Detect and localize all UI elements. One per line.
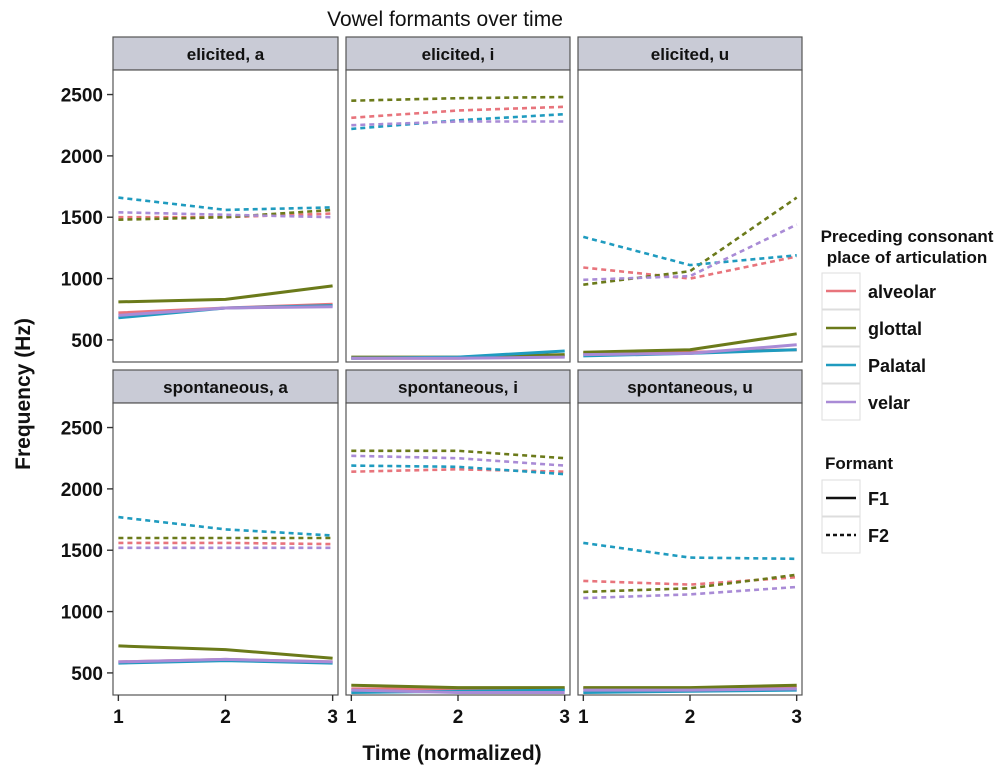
series-line-glottal-f1 [583,332,797,354]
y-tick-label: 2000 [61,147,103,168]
x-tick-label: 3 [327,707,338,728]
facet-label: spontaneous, a [163,378,288,397]
facet-panel: elicited, u [577,36,803,363]
y-tick-label: 500 [71,664,103,685]
legend-label-f2: F2 [868,526,889,546]
series-line-velar-f1 [118,305,333,317]
series-line-glottal-f1 [118,644,333,660]
legend-label-f1: F1 [868,489,889,509]
linetype-legend-title: Formant [825,454,893,473]
facet-panel: spontaneous, u [577,369,803,696]
facet-panel: spontaneous, a [112,369,339,696]
series-line-glottal-f1 [118,284,333,304]
ticks-layer: 500 1000 1500 2000 2500 1 2 3 500 1000 1500 2000 250… [61,86,802,728]
facet-strip [577,36,803,71]
color-legend-keys: alveolar glottal Palatal velar [821,272,936,421]
facet-label: spontaneous, u [627,378,753,397]
x-tick-label: 3 [791,707,802,728]
facet-panel: elicited, i [345,36,571,363]
color-legend-title-line2: place of articulation [827,248,988,267]
legend-label-palatal: Palatal [868,356,926,376]
x-axis-title: Time (normalized) [362,742,541,765]
y-tick-label: 2500 [61,419,103,440]
x-tick-label: 2 [453,707,464,728]
plot-area [345,69,571,363]
facet-strip [345,36,571,71]
x-tick-label: 1 [578,707,589,728]
facet-strip [112,36,339,71]
y-tick-label: 2000 [61,480,103,501]
y-axis-title: Frequency (Hz) [12,318,35,470]
series-line-glottal-f1 [351,683,565,690]
facet-strip [345,369,571,404]
x-tick-label: 1 [113,707,124,728]
series-line-glottal-f1 [583,683,797,690]
chart-title: Vowel formants over time [327,8,563,31]
linetype-legend-keys: F1 F2 [821,479,889,554]
y-tick-label: 1500 [61,208,103,229]
series-line-velar-f1 [118,657,333,664]
x-tick-label: 2 [685,707,696,728]
y-tick-label: 1000 [61,603,103,624]
series-line-velar-f1 [351,688,565,694]
facet-strip [577,369,803,404]
y-tick-label: 500 [71,331,103,352]
y-tick-label: 1000 [61,270,103,291]
facet-panel: spontaneous, i [345,369,571,696]
facet-label: elicited, a [187,45,265,64]
x-tick-label: 2 [220,707,231,728]
series-line-palatal-f2 [582,235,797,267]
legend-label-alveolar: alveolar [868,282,936,302]
series-line-velar-f1 [583,343,797,357]
legend-label-glottal: glottal [868,319,922,339]
plot-area [345,402,571,696]
color-legend-title-line1: Preceding consonant [821,227,994,246]
series-line-velar-f1 [351,355,565,360]
facet-label: elicited, i [422,45,495,64]
series-line-glottal-f2 [583,196,798,286]
y-tick-label: 2500 [61,86,103,107]
facet-panel: elicited, a [112,36,339,363]
facet-label: elicited, u [651,45,729,64]
series-line-velar-f1 [583,687,797,692]
legend: Preceding consonant place of articulatio… [821,227,994,554]
panels-layer: elicited, a elicited, i elicited, u spontan… [112,36,803,696]
x-tick-label: 3 [559,707,570,728]
legend-label-velar: velar [868,393,910,413]
facet-label: spontaneous, i [398,378,518,397]
plot-area [577,402,803,696]
facet-strip [112,369,339,404]
plot-area [577,69,803,363]
x-tick-label: 1 [346,707,357,728]
y-tick-label: 1500 [61,541,103,562]
